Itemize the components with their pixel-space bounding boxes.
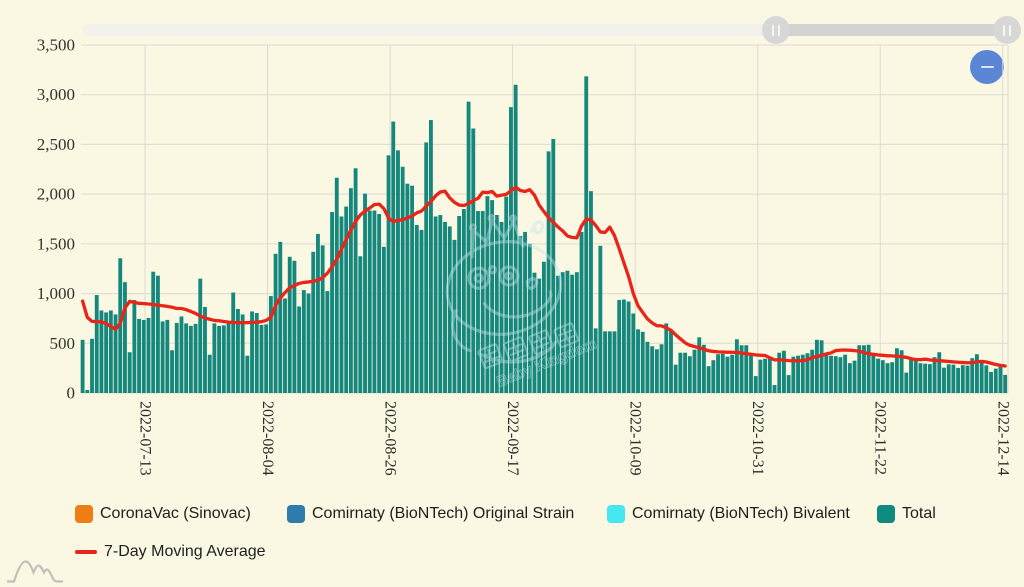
x-axis-label: 2022-08-26 [382,401,399,476]
legend-swatch-icon [75,505,93,523]
legend-item-2[interactable]: Comirnaty (BioNTech) Original Strain [287,497,574,531]
hills-logo-icon [6,560,64,583]
slider-handle-left[interactable] [761,16,790,44]
x-axis-label: 2022-09-17 [504,401,521,476]
y-axis-label: 1,500 [37,234,75,253]
bar-series-total [80,76,1008,394]
y-axis-label: 2,500 [37,135,75,154]
slider-selected-range[interactable] [775,24,1013,36]
y-axis-label: 1,000 [37,284,75,303]
y-axis-label: 500 [50,334,76,353]
slider-handle-right[interactable] [993,16,1022,44]
legend-label: 7-Day Moving Average [104,543,266,560]
legend-line-icon [75,550,97,554]
legend-swatch-icon [607,505,625,523]
legend-item-4[interactable]: Total [877,497,936,531]
x-axis-label: 2022-10-31 [749,401,766,476]
legend-item-5[interactable]: 7-Day Moving Average [75,535,266,569]
x-axis-label: 2022-12-14 [994,401,1011,476]
y-axis-label: 0 [67,384,76,403]
pause-bars-icon [777,24,780,36]
legend-label: Comirnaty (BioNTech) Bivalent [632,505,850,522]
y-axis-label: 3,000 [37,85,75,104]
legend-row-2: 7-Day Moving Average [0,535,1024,569]
x-axis-label: 2022-07-13 [137,401,154,476]
legend-row-1: CoronaVac (Sinovac) Comirnaty (BioNTech) … [0,497,1024,531]
legend-swatch-icon [287,505,305,523]
legend-label: Comirnaty (BioNTech) Original Strain [312,505,575,522]
moving-average-line [80,185,1007,368]
pause-bars-icon [1009,24,1012,36]
x-axis-label: 2022-10-09 [627,401,644,476]
zoom-out-button[interactable] [970,50,1004,84]
watermark-cjk-text [477,322,580,370]
legend-swatch-icon [877,505,895,523]
x-axis-label: 2022-11-22 [872,401,889,475]
y-axis-label: 2,000 [37,185,75,204]
legend-label: Total [902,505,936,522]
legend-item-3[interactable]: Comirnaty (BioNTech) Bivalent [607,497,850,531]
pause-bars-icon [771,24,774,36]
legend-label: CoronaVac (Sinovac) [100,505,251,522]
chart-legend: CoronaVac (Sinovac) Comirnaty (BioNTech) … [0,497,1024,569]
x-axis-label: 2022-08-04 [259,401,276,476]
pause-bars-icon [1003,24,1006,36]
minus-icon [980,65,994,69]
y-axis-label: 3,500 [37,36,75,55]
legend-item-1[interactable]: CoronaVac (Sinovac) [75,497,251,531]
